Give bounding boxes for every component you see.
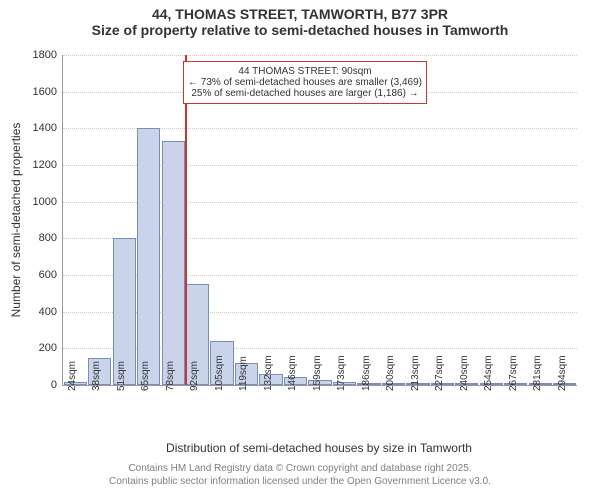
y-tick-label: 800 xyxy=(39,232,63,244)
x-tick-label: 146sqm xyxy=(287,355,298,391)
histogram-bar xyxy=(162,141,185,385)
x-tick-label: 38sqm xyxy=(91,361,102,391)
chart-title-subtitle: Size of property relative to semi-detach… xyxy=(0,22,600,38)
attribution-footer: Contains HM Land Registry data © Crown c… xyxy=(0,463,600,488)
x-tick-label: 78sqm xyxy=(165,361,176,391)
x-tick-label: 254sqm xyxy=(483,355,494,391)
y-tick-label: 1000 xyxy=(33,196,63,208)
x-tick-label: 105sqm xyxy=(214,355,225,391)
plot-area: 02004006008001000120014001600180024sqm38… xyxy=(62,55,577,386)
y-axis-label: Number of semi-detached properties xyxy=(9,123,23,318)
y-tick-label: 1600 xyxy=(33,86,63,98)
x-tick-label: 294sqm xyxy=(557,355,568,391)
annotation-line3: 25% of semi-detached houses are larger (… xyxy=(188,88,422,99)
y-tick-label: 1400 xyxy=(33,122,63,134)
annotation-line1: 44 THOMAS STREET: 90sqm xyxy=(188,66,422,77)
x-axis-label: Distribution of semi-detached houses by … xyxy=(166,441,472,455)
x-tick-label: 173sqm xyxy=(336,355,347,391)
annotation-line2: ← 73% of semi-detached houses are smalle… xyxy=(188,77,422,88)
x-tick-label: 186sqm xyxy=(361,355,372,391)
annotation-callout: 44 THOMAS STREET: 90sqm ← 73% of semi-de… xyxy=(183,61,427,104)
x-tick-label: 65sqm xyxy=(140,361,151,391)
x-tick-label: 24sqm xyxy=(67,361,78,391)
x-tick-label: 240sqm xyxy=(459,355,470,391)
footer-line2: Contains public sector information licen… xyxy=(0,476,600,489)
y-tick-label: 1800 xyxy=(33,49,63,61)
x-tick-label: 200sqm xyxy=(385,355,396,391)
y-tick-label: 400 xyxy=(39,306,63,318)
histogram-chart: 44, THOMAS STREET, TAMWORTH, B77 3PR Siz… xyxy=(0,0,600,500)
histogram-bar xyxy=(137,128,160,385)
x-tick-label: 119sqm xyxy=(238,356,249,391)
x-tick-label: 92sqm xyxy=(189,361,200,391)
footer-line1: Contains HM Land Registry data © Crown c… xyxy=(0,463,600,476)
x-tick-label: 227sqm xyxy=(434,355,445,391)
x-tick-label: 281sqm xyxy=(532,355,543,391)
chart-title-address: 44, THOMAS STREET, TAMWORTH, B77 3PR xyxy=(0,0,600,22)
y-tick-label: 200 xyxy=(39,342,63,354)
x-tick-label: 267sqm xyxy=(508,355,519,391)
x-tick-label: 213sqm xyxy=(410,355,421,391)
gridline xyxy=(63,55,577,56)
x-tick-label: 132sqm xyxy=(263,355,274,391)
x-tick-label: 159sqm xyxy=(312,355,323,391)
x-tick-label: 51sqm xyxy=(116,361,127,391)
y-tick-label: 600 xyxy=(39,269,63,281)
y-tick-label: 0 xyxy=(51,379,63,391)
property-marker-line xyxy=(185,55,187,385)
y-tick-label: 1200 xyxy=(33,159,63,171)
